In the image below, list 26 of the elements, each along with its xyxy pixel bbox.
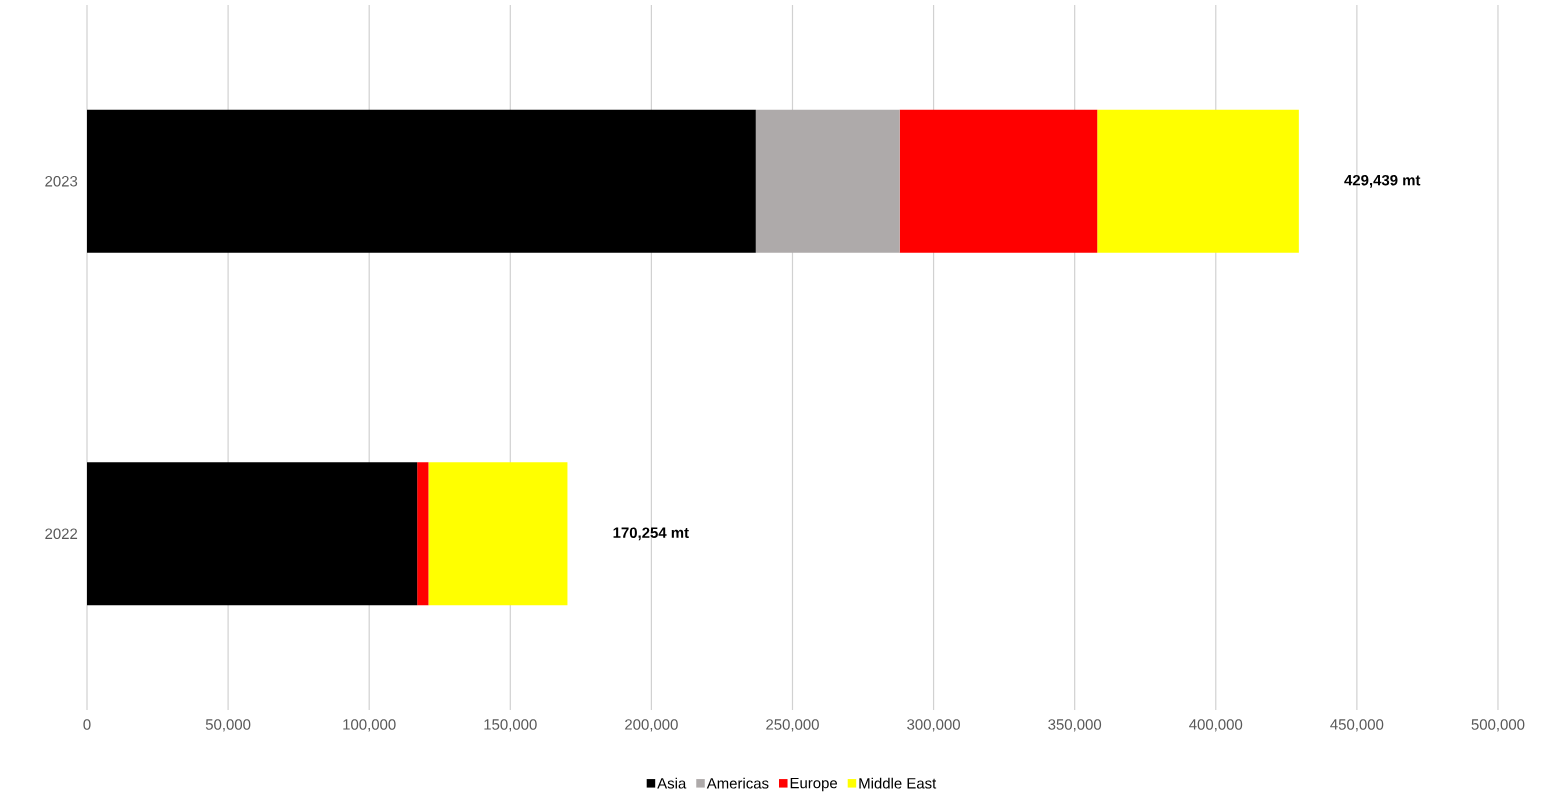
x-tick-label: 450,000	[1330, 719, 1384, 732]
y-tick-label: 2023	[45, 175, 78, 187]
bar	[87, 462, 418, 606]
x-tick-label: 0	[83, 719, 91, 730]
total-label: 429,439 mt	[1344, 174, 1421, 188]
x-tick-label: 350,000	[1048, 719, 1102, 732]
bar	[755, 109, 900, 253]
y-tick-label: 2022	[45, 528, 78, 540]
x-tick-label: 400,000	[1189, 719, 1243, 732]
x-tick-label: 250,000	[766, 719, 819, 732]
x-tick-label: 100,000	[343, 719, 396, 732]
bar	[417, 462, 429, 606]
bar	[1097, 109, 1299, 253]
x-tick-label: 300,000	[907, 719, 960, 732]
x-tick-label: 150,000	[484, 719, 537, 732]
bar	[428, 462, 568, 606]
bar	[87, 109, 756, 253]
x-tick-label: 500,000	[1471, 719, 1525, 732]
x-tick-label: 50,000	[205, 719, 251, 732]
legend-label: Asia	[657, 777, 687, 789]
legend-label: Middle East	[859, 777, 937, 789]
total-label: 170,254 mt	[613, 527, 689, 541]
bar	[899, 109, 1098, 253]
x-tick-label: 200,000	[625, 719, 678, 732]
legend-label: Europe	[790, 777, 838, 792]
legend-label: Americas	[706, 777, 769, 789]
